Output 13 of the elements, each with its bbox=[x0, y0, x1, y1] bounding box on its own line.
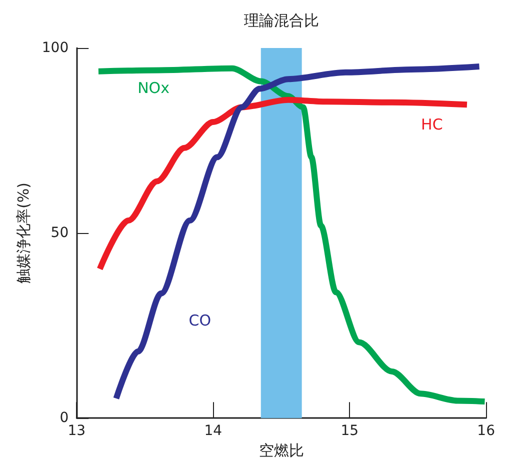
y-tick-label: 0 bbox=[60, 410, 69, 426]
y-tick-label: 100 bbox=[42, 40, 69, 56]
text: CO bbox=[188, 311, 212, 330]
x-tick-label: 14 bbox=[204, 423, 222, 440]
y-axis-title: 触媒浄化率(%) bbox=[14, 182, 32, 284]
x-tick-label: 16 bbox=[477, 423, 496, 440]
y-tick-label: 50 bbox=[50, 225, 69, 242]
x-axis-title: 空燃比 bbox=[258, 442, 304, 460]
series-label: HC bbox=[421, 115, 443, 134]
x-tick-label: 15 bbox=[340, 423, 359, 440]
band-label: 理論混合比 bbox=[244, 12, 319, 30]
series-label: NOx bbox=[138, 79, 170, 98]
x-tick-label: 13 bbox=[68, 423, 86, 440]
